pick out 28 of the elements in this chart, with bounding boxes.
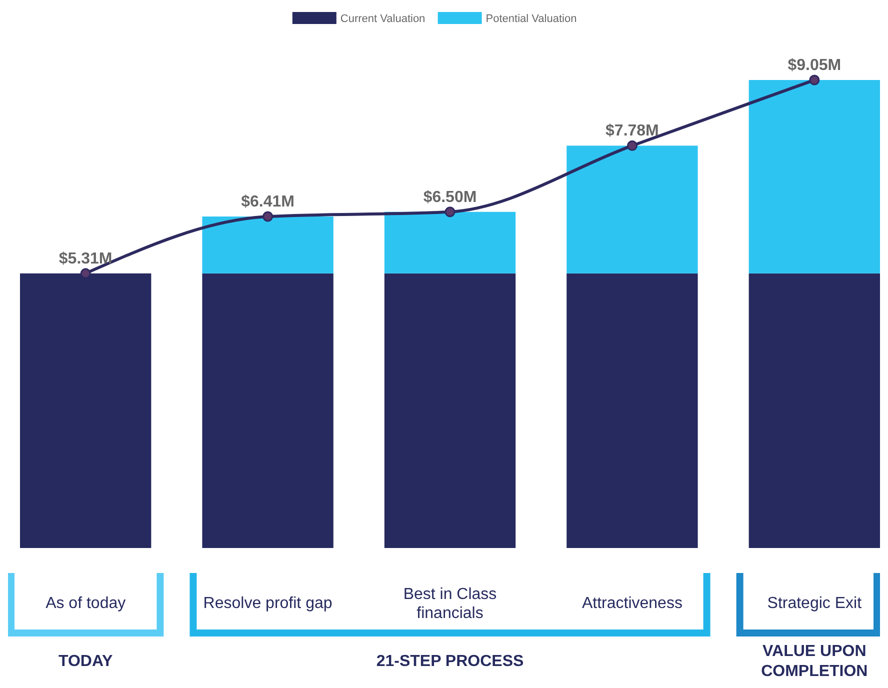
x-tick-label: As of today: [46, 595, 126, 612]
text: TODAY: [58, 653, 114, 670]
bar: [748, 80, 880, 274]
x-tick-label: Strategic Exit: [767, 595, 862, 612]
bar: [748, 273, 880, 548]
x-tick-label: Resolve profit gap: [203, 595, 332, 612]
data-label: $5.31M: [58, 250, 112, 268]
data-label: $9.05M: [788, 57, 842, 74]
text: 21-STEP PROCESS: [376, 653, 524, 670]
bar: [566, 273, 698, 548]
data-label: $6.50M: [423, 188, 477, 206]
bar: [566, 146, 698, 274]
x-tick-label: Best in Class financials: [403, 586, 497, 622]
text: VALUE UPON COMPLETION: [761, 643, 868, 680]
data-label: $6.41M: [241, 194, 294, 211]
bar: [202, 216, 334, 274]
data-label: $7.78M: [606, 122, 659, 140]
point: [80, 268, 91, 279]
legend-label: Current Valuation: [340, 13, 426, 25]
point: [809, 74, 820, 86]
point: [444, 206, 456, 218]
point: [626, 140, 638, 151]
point: [262, 211, 274, 222]
legend-label: Potential Valuation: [486, 13, 577, 25]
bar: [202, 273, 334, 548]
bar: [384, 273, 516, 548]
bar: [384, 212, 516, 274]
x-tick-label: Attractiveness: [582, 595, 682, 612]
